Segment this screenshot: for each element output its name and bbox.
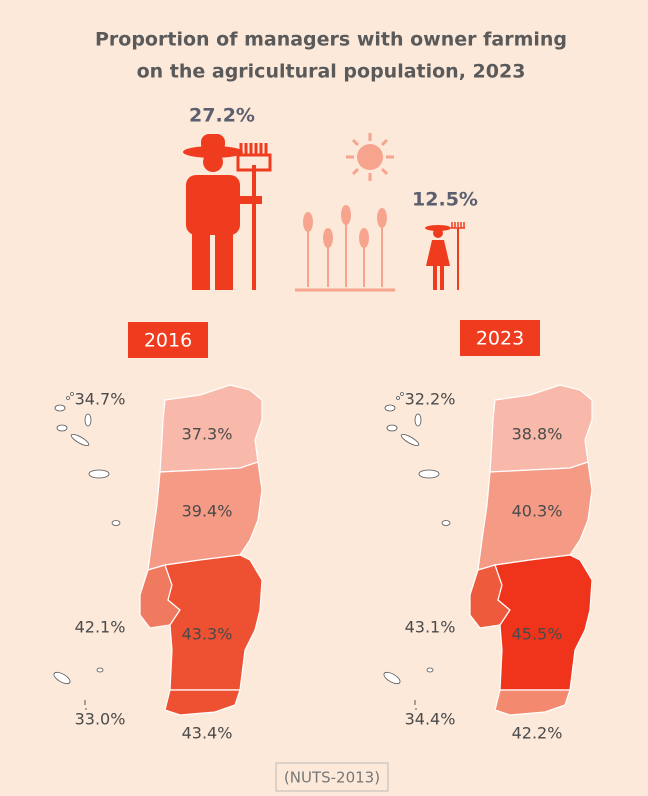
title-line: on the agricultural population, 2023 — [137, 61, 526, 83]
value-label: 38.8% — [512, 425, 563, 444]
value-label: 45.5% — [512, 625, 563, 644]
value-label: 42.1% — [75, 618, 126, 637]
value-label: 34.4% — [405, 710, 456, 729]
map-2023: 32.2% 38.8% 40.3% 43.1% 45.5% 34.4% 42.2… — [381, 384, 593, 743]
women-percent: 12.5% — [412, 189, 478, 211]
year-badge — [460, 320, 540, 356]
value-label: 34.7% — [75, 390, 126, 409]
value-label: 42.2% — [512, 724, 563, 743]
region-norte — [159, 384, 263, 473]
region-alentejo — [164, 554, 263, 691]
note-box — [275, 762, 389, 792]
footer-note: (NUTS-2013) — [284, 769, 380, 787]
value-label: 43.4% — [182, 724, 233, 743]
year-label: 2016 — [144, 330, 192, 352]
year-label: 2023 — [476, 328, 524, 350]
region-algarve — [494, 689, 571, 716]
region-algarve — [164, 689, 241, 716]
value-label: 40.3% — [512, 502, 563, 521]
year-badge — [128, 322, 208, 358]
farmer-man-icon — [183, 134, 272, 290]
region-alentejo — [494, 554, 593, 691]
value-label: 43.3% — [182, 625, 233, 644]
value-label: 33.0% — [75, 710, 126, 729]
farmer-woman-icon — [425, 222, 465, 290]
men-percent: 27.2% — [189, 105, 255, 127]
map-2016: 34.7% 37.3% 39.4% 42.1% 43.3% 33.0% 43.4… — [51, 384, 263, 743]
value-label: 39.4% — [182, 502, 233, 521]
value-label: 43.1% — [405, 618, 456, 637]
region-centro — [477, 461, 593, 571]
wheat-icon — [295, 205, 395, 292]
title-line: Proportion of managers with owner farmin… — [95, 29, 567, 51]
sun-icon — [346, 133, 394, 181]
value-label: 37.3% — [182, 425, 233, 444]
value-label: 32.2% — [405, 390, 456, 409]
region-norte — [489, 384, 593, 473]
region-centro — [147, 461, 263, 571]
